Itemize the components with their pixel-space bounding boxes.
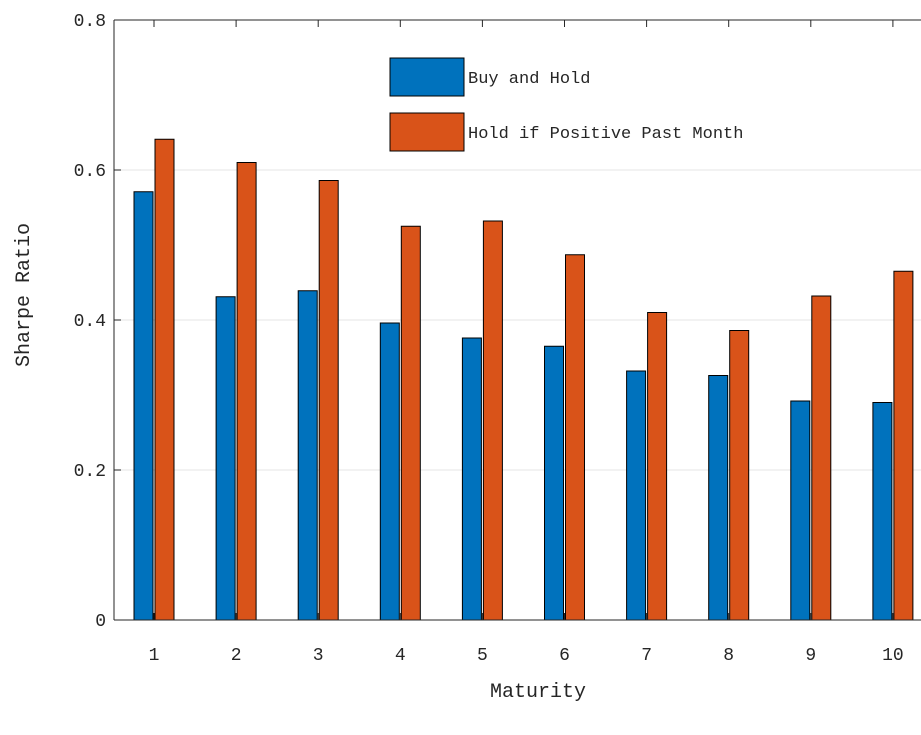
bar-series2-cat7 [647, 312, 668, 621]
bar-series1-cat8 [708, 375, 729, 621]
bar-series2-cat5 [482, 220, 503, 621]
y-axis-title: Sharpe Ratio [13, 223, 36, 367]
bars [133, 138, 914, 621]
bar-series1-cat2 [215, 296, 236, 621]
x-tick-label-9: 9 [805, 646, 816, 666]
y-tick-label-3: 0.6 [74, 162, 106, 182]
bar-series2-cat3 [318, 180, 339, 621]
bar-series1-cat7 [626, 370, 647, 621]
x-tick-label-3: 3 [313, 646, 324, 666]
x-tick-label-6: 6 [559, 646, 570, 666]
x-tick-label-5: 5 [477, 646, 488, 666]
legend-swatch-1 [389, 57, 465, 97]
bar-series1-cat10 [872, 402, 893, 621]
bar-series1-cat1 [133, 191, 154, 621]
x-tick-label-8: 8 [723, 646, 734, 666]
bar-series2-cat10 [893, 270, 914, 621]
x-tick-label-2: 2 [231, 646, 242, 666]
x-tick-label-10: 10 [882, 646, 904, 666]
bar-series1-cat3 [297, 290, 318, 621]
x-tick-label-4: 4 [395, 646, 406, 666]
axes: 0 0.2 0.4 0.6 0.8 1 2 3 4 5 6 7 8 9 10 [74, 12, 921, 666]
bar-series1-cat4 [379, 322, 400, 621]
bar-series2-cat4 [400, 225, 421, 621]
bar-series2-cat1 [154, 138, 175, 621]
legend: Buy and Hold Hold if Positive Past Month [389, 57, 743, 152]
bar-series1-cat9 [790, 400, 811, 621]
bar-series2-cat8 [729, 330, 750, 621]
legend-label-1: Buy and Hold [468, 70, 590, 89]
bar-series2-cat6 [565, 254, 585, 621]
bar-series2-cat9 [811, 295, 832, 621]
x-tick-label-7: 7 [641, 646, 652, 666]
y-tick-label-1: 0.2 [74, 462, 106, 482]
bar-series1-cat6 [544, 345, 564, 621]
legend-label-2: Hold if Positive Past Month [468, 125, 743, 144]
y-tick-label-0: 0 [95, 612, 106, 632]
y-tick-label-4: 0.8 [74, 12, 106, 32]
bar-series2-cat2 [236, 162, 257, 621]
y-tick-label-2: 0.4 [74, 312, 106, 332]
x-axis-title: Maturity [490, 681, 586, 704]
bar-series1-cat5 [461, 337, 482, 621]
x-tick-label-1: 1 [149, 646, 160, 666]
legend-swatch-2 [389, 112, 465, 152]
